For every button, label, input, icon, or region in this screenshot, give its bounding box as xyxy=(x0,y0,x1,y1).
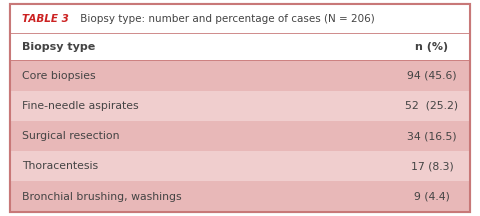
Text: Thoracentesis: Thoracentesis xyxy=(22,161,98,171)
Text: 94 (45.6): 94 (45.6) xyxy=(407,71,457,81)
Text: Fine-needle aspirates: Fine-needle aspirates xyxy=(22,101,138,111)
Text: Core biopsies: Core biopsies xyxy=(22,71,95,81)
Text: 34 (16.5): 34 (16.5) xyxy=(407,131,457,141)
Bar xyxy=(10,4,470,33)
Text: Biopsy type: number and percentage of cases (N = 206): Biopsy type: number and percentage of ca… xyxy=(77,14,374,24)
Text: Surgical resection: Surgical resection xyxy=(22,131,119,141)
Text: Biopsy type: Biopsy type xyxy=(22,42,95,52)
Text: 9 (4.4): 9 (4.4) xyxy=(414,192,450,202)
Bar xyxy=(10,91,470,121)
Text: n (%): n (%) xyxy=(415,42,449,52)
Text: TABLE 3: TABLE 3 xyxy=(22,14,69,24)
Bar xyxy=(10,33,470,60)
Bar xyxy=(10,181,470,212)
Text: Bronchial brushing, washings: Bronchial brushing, washings xyxy=(22,192,181,202)
Bar xyxy=(10,121,470,151)
Text: 17 (8.3): 17 (8.3) xyxy=(410,161,454,171)
Text: 52  (25.2): 52 (25.2) xyxy=(406,101,458,111)
Bar xyxy=(10,151,470,181)
Bar xyxy=(10,60,470,91)
